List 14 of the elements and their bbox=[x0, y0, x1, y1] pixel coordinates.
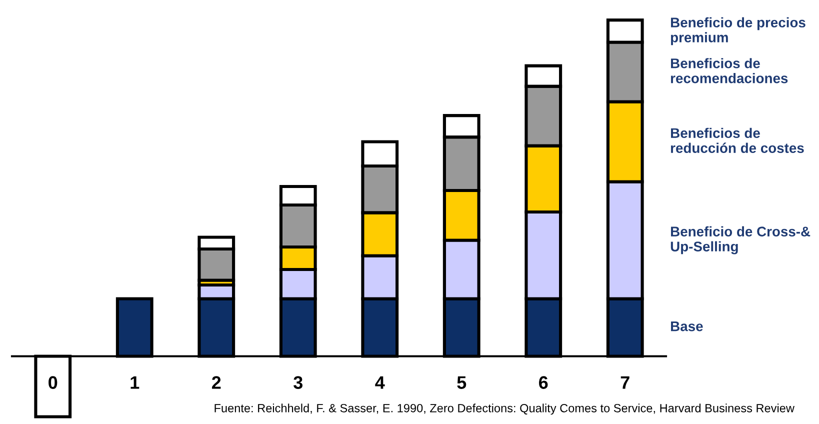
x-tick-label: 5 bbox=[457, 376, 466, 389]
text: Base bbox=[671, 322, 703, 332]
x-tick-label: 3 bbox=[294, 376, 302, 389]
annotation: Fuente: Reichheld, F. & Sasser, E. 1990, Zero Defections: Quality Comes to Service, Harvard Business Review bbox=[214, 404, 794, 415]
x-tick-label: 0 bbox=[48, 376, 58, 389]
x-tick-label: 7 bbox=[620, 376, 630, 389]
text: Beneficios de recomendaciones bbox=[671, 58, 788, 84]
x-tick-label: 2 bbox=[212, 376, 221, 389]
text: Beneficios de reducción de costes bbox=[671, 128, 804, 153]
text: Beneficio de Cross-& Up-Selling bbox=[670, 226, 810, 254]
text: Beneficio de precios premium bbox=[671, 17, 806, 46]
x-tick-label: 6 bbox=[539, 376, 548, 389]
x-tick-label: 4 bbox=[375, 376, 385, 389]
x-tick-label: 1 bbox=[130, 376, 140, 389]
